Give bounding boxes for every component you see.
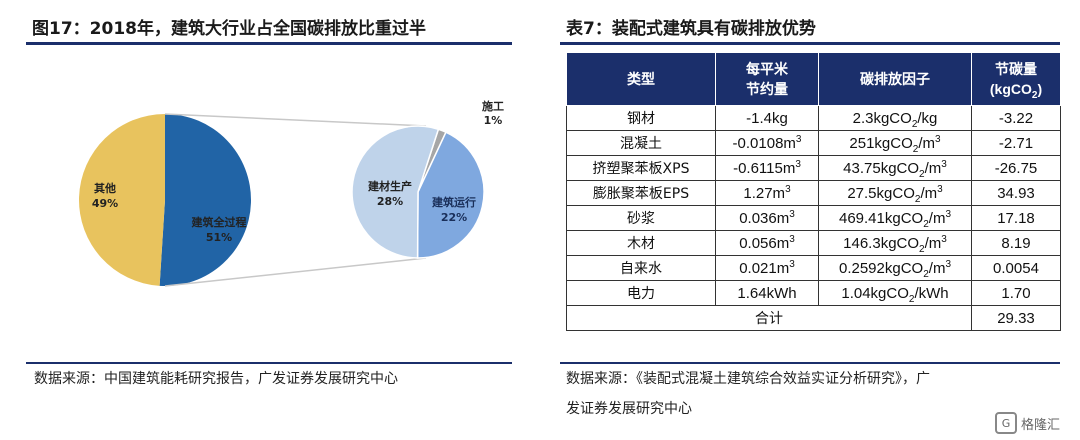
pie-value-label: 49% (92, 197, 118, 210)
cell-factor: 0.2592kgCO2/m3 (818, 255, 972, 281)
table-source-rule (560, 362, 1060, 364)
pie-value-label: 51% (206, 231, 232, 244)
pie-label: 建筑运行 (432, 195, 476, 209)
header-saving: 每平米 节约量 (715, 52, 819, 106)
cell-type: 木材 (566, 230, 716, 256)
figure-source-rule (26, 362, 512, 364)
table-source-line2: 发证券发展研究中心 (566, 401, 692, 417)
watermark: G 格隆汇 (994, 412, 1060, 434)
pie-chart: 其他 49% 建筑全过程 51% 施工1% 建筑运行 22% 建材生产 28% (79, 99, 504, 287)
connector-line (164, 257, 427, 287)
total-label: 合计 (566, 305, 972, 331)
cell-carbon: -2.71 (971, 130, 1061, 156)
cell-type: 钢材 (566, 105, 716, 131)
cell-carbon: -26.75 (971, 155, 1061, 181)
header-carbon: 节碳量 (kgCO2) (971, 52, 1061, 106)
cell-factor: 2.3kgCO2/kg (818, 105, 972, 131)
cell-type: 电力 (566, 280, 716, 306)
cell-carbon: 8.19 (971, 230, 1061, 256)
cell-saving: 0.021m3 (715, 255, 819, 281)
table-title: 表7：装配式建筑具有碳排放优势 (566, 19, 816, 39)
table-row: 砂浆 0.036m3 469.41kgCO2/m3 17.18 (566, 205, 1061, 231)
cell-saving: 0.036m3 (715, 205, 819, 231)
cell-carbon: 1.70 (971, 280, 1061, 306)
table-row: 挤塑聚苯板XPS -0.6115m3 43.75kgCO2/m3 -26.75 (566, 155, 1061, 181)
table-row: 钢材 -1.4kg 2.3kgCO2/kg -3.22 (566, 105, 1061, 131)
table-row: 电力 1.64kWh 1.04kgCO2/kWh 1.70 (566, 280, 1061, 306)
table-source-line1: 数据来源：《装配式混凝土建筑综合效益实证分析研究》，广 (566, 371, 930, 387)
cell-factor: 469.41kgCO2/m3 (818, 205, 972, 231)
watermark-logo-icon: G (994, 412, 1017, 434)
table-row: 混凝土 -0.0108m3 251kgCO2/m3 -2.71 (566, 130, 1061, 156)
cell-saving: 1.27m3 (715, 180, 819, 206)
cell-factor: 43.75kgCO2/m3 (818, 155, 972, 181)
connector-line (164, 113, 427, 127)
figure-title: 图17：2018年，建筑大行业占全国碳排放比重过半 (32, 19, 426, 39)
cell-saving: 1.64kWh (715, 280, 819, 306)
carbon-table: 类型 每平米 节约量 碳排放因子 节碳量 (kgCO2) 钢材 -1.4kg 2.3kg… (566, 52, 1061, 331)
figure-title-rule (26, 42, 512, 45)
pie-value-label: 1% (484, 114, 503, 127)
cell-carbon: 17.18 (971, 205, 1061, 231)
pie-value-label: 28% (377, 195, 403, 208)
table-header-row: 类型 每平米 节约量 碳排放因子 节碳量 (kgCO2) (566, 52, 1061, 106)
table-total-row: 合计 29.33 (566, 305, 1061, 331)
cell-type: 自来水 (566, 255, 716, 281)
cell-factor: 146.3kgCO2/m3 (818, 230, 972, 256)
pie-label: 建筑全过程 (192, 215, 247, 229)
cell-type: 挤塑聚苯板XPS (566, 155, 716, 181)
total-value: 29.33 (971, 305, 1061, 331)
pie-slice (159, 114, 252, 286)
pie-slice (351, 125, 440, 259)
pie-slice (79, 114, 165, 286)
cell-carbon: -3.22 (971, 105, 1061, 131)
cell-type: 砂浆 (566, 205, 716, 231)
table-row: 木材 0.056m3 146.3kgCO2/m3 8.19 (566, 230, 1061, 256)
cell-saving: -1.4kg (715, 105, 819, 131)
cell-type: 膨胀聚苯板EPS (566, 180, 716, 206)
pie-value-label: 22% (441, 211, 467, 224)
cell-factor: 1.04kgCO2/kWh (818, 280, 972, 306)
table-row: 自来水 0.021m3 0.2592kgCO2/m3 0.0054 (566, 255, 1061, 281)
pie-label: 其他 (94, 181, 116, 195)
cell-saving: -0.0108m3 (715, 130, 819, 156)
cell-saving: -0.6115m3 (715, 155, 819, 181)
cell-factor: 27.5kgCO2/m3 (818, 180, 972, 206)
pie-slice (416, 131, 485, 259)
figure-source: 数据来源：中国建筑能耗研究报告，广发证券发展研究中心 (34, 371, 398, 387)
header-type: 类型 (566, 52, 716, 106)
cell-factor: 251kgCO2/m3 (818, 130, 972, 156)
cell-saving: 0.056m3 (715, 230, 819, 256)
cell-carbon: 34.93 (971, 180, 1061, 206)
table-title-rule (560, 42, 1060, 45)
pie-label: 建材生产 (368, 179, 412, 193)
cell-carbon: 0.0054 (971, 255, 1061, 281)
table-row: 膨胀聚苯板EPS 1.27m3 27.5kgCO2/m3 34.93 (566, 180, 1061, 206)
header-factor: 碳排放因子 (818, 52, 972, 106)
pie-label: 施工 (482, 99, 504, 113)
cell-type: 混凝土 (566, 130, 716, 156)
